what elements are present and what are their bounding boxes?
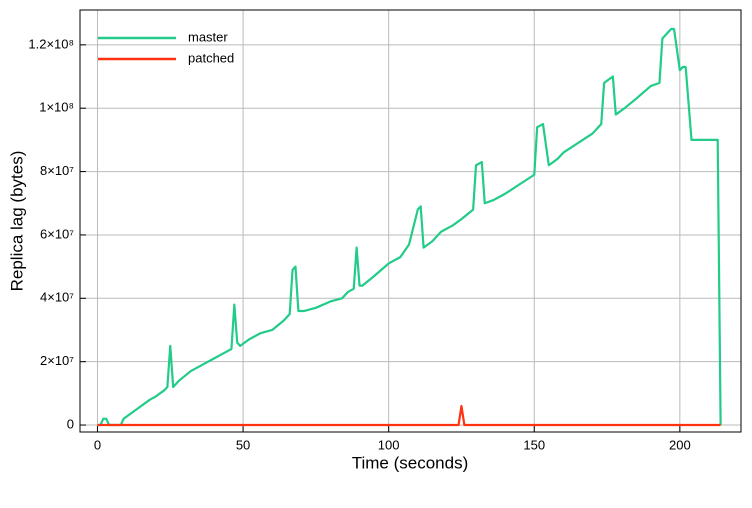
y-tick-label: 0 xyxy=(67,416,74,431)
x-tick-label: 50 xyxy=(236,437,250,452)
x-tick-label: 200 xyxy=(669,437,691,452)
legend-label: patched xyxy=(188,50,234,65)
x-axis-title: Time (seconds) xyxy=(352,453,469,472)
y-tick-label: 6×10⁷ xyxy=(40,226,74,241)
line xyxy=(97,27,722,427)
y-tick-label: 1×10⁸ xyxy=(39,100,74,115)
y-tick-label: 1.2×10⁸ xyxy=(28,36,74,51)
x-tick-label: 150 xyxy=(523,437,545,452)
y-axis-title: Replica lag (bytes) xyxy=(7,151,26,292)
legend-label: master xyxy=(188,29,228,44)
y-tick-label: 4×10⁷ xyxy=(40,290,74,305)
y-tick-label: 2×10⁷ xyxy=(40,353,74,368)
x-tick-label: 100 xyxy=(378,437,400,452)
plot-frame xyxy=(79,9,742,433)
y-tick-label: 8×10⁷ xyxy=(40,163,74,178)
x-tick-label: 0 xyxy=(94,437,101,452)
line xyxy=(97,404,721,427)
